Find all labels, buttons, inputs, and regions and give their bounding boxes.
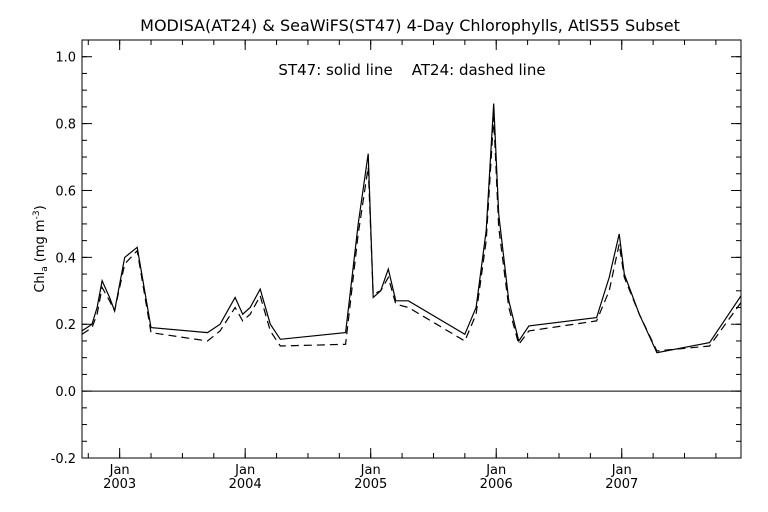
series-group <box>81 103 742 354</box>
x-tick-month: Jan <box>360 463 381 478</box>
x-tick-year: 2003 <box>103 477 136 492</box>
series-line-at24 <box>81 116 742 352</box>
x-tick-year: 2004 <box>229 477 262 492</box>
legend-annotation: ST47: solid line AT24: dashed line <box>278 61 545 79</box>
series-line-st47 <box>81 103 742 354</box>
y-tick-label: 1.0 <box>55 51 76 66</box>
y-label-main: Chl <box>33 272 48 293</box>
y-label-units: (mg m <box>33 219 48 262</box>
plot-area-frame <box>81 39 742 459</box>
x-tick-year: 2005 <box>354 477 387 492</box>
x-tick-year: 2007 <box>605 477 638 492</box>
y-tick-label: 0.4 <box>55 251 76 266</box>
y-tick-label: -0.2 <box>51 452 76 467</box>
y-axis-ticks: -0.2 0.0 0.2 0.4 0.6 0.8 1.0 <box>51 39 741 467</box>
x-tick-month: Jan <box>611 463 632 478</box>
x-tick-month: Jan <box>234 463 255 478</box>
y-axis-label: Chla (mg m-3) <box>32 205 50 292</box>
chart-title: MODISA(AT24) & SeaWiFS(ST47) 4-Day Chlor… <box>140 16 680 35</box>
y-label-close: ) <box>33 205 48 210</box>
y-tick-label: 0.6 <box>55 184 76 199</box>
y-tick-label: 0.2 <box>55 318 76 333</box>
y-tick-label: 0.8 <box>55 118 76 133</box>
y-label-superscript: -3 <box>32 210 42 219</box>
x-tick-month: Jan <box>109 463 130 478</box>
y-label-subscript: a <box>40 266 50 272</box>
x-tick-year: 2006 <box>480 477 513 492</box>
y-tick-label: 0.0 <box>55 385 76 400</box>
x-tick-month: Jan <box>485 463 506 478</box>
